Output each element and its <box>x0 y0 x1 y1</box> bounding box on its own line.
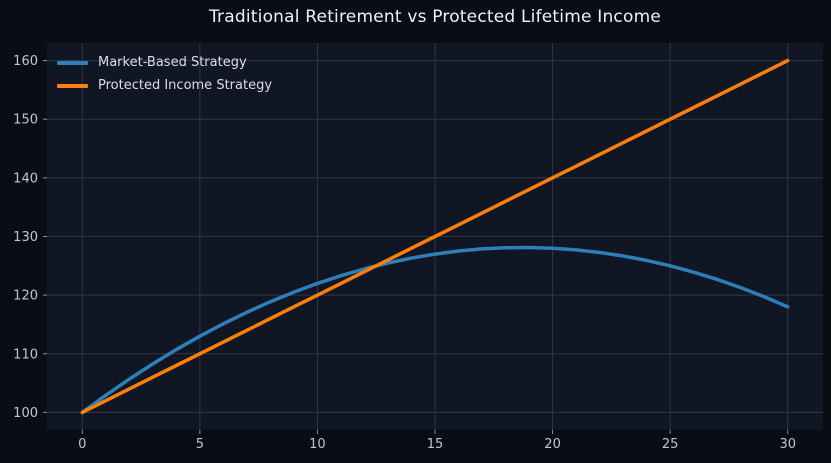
chart-title: Traditional Retirement vs Protected Life… <box>208 7 662 27</box>
y-tick-label: 110 <box>13 347 38 362</box>
legend: Market-Based Strategy Protected Income S… <box>57 53 272 95</box>
gridlines <box>47 43 823 430</box>
y-tick-label: 100 <box>13 406 38 421</box>
legend-swatch-orange <box>57 83 88 88</box>
series-line-protected-income-strategy <box>80 58 790 415</box>
x-tick-label: 10 <box>309 437 326 452</box>
x-tick-label: 20 <box>544 437 561 452</box>
y-tick-label: 120 <box>13 289 38 304</box>
tick-labels: 0 5 10 15 20 25 30 100 110 120 130 140 150 160 <box>13 54 796 452</box>
y-tick-label: 160 <box>13 54 38 69</box>
x-tick-label: 5 <box>196 437 204 452</box>
legend-swatch-blue <box>57 60 88 65</box>
x-tick-label: 30 <box>779 437 796 452</box>
x-tick-label: 25 <box>662 437 679 452</box>
legend-item-protected-income: Protected Income Strategy <box>57 76 272 95</box>
y-tick-label: 140 <box>13 171 38 186</box>
legend-item-market-based: Market-Based Strategy <box>57 53 272 72</box>
x-tick-label: 0 <box>78 437 86 452</box>
tick-marks <box>43 60 789 434</box>
series-line-market-based-strategy <box>80 245 790 415</box>
y-tick-label: 130 <box>13 230 38 245</box>
legend-label: Protected Income Strategy <box>98 78 273 93</box>
x-tick-label: 15 <box>427 437 444 452</box>
legend-label: Market-Based Strategy <box>98 55 247 70</box>
y-tick-label: 150 <box>13 113 38 128</box>
